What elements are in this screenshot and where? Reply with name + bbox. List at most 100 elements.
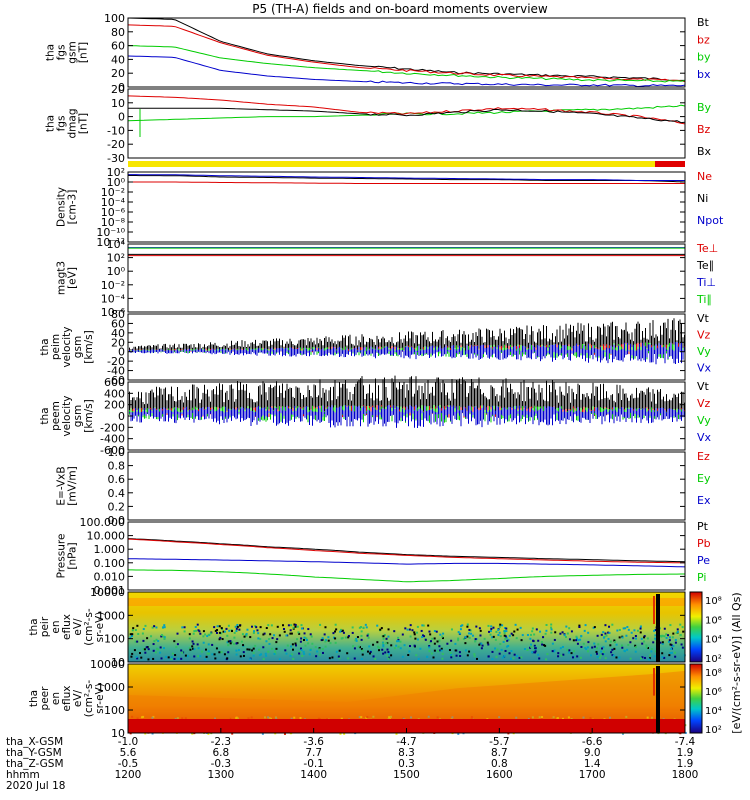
spectrogram-pixel [520, 639, 523, 642]
spectrogram-pixel [383, 634, 386, 637]
spectrogram-pixel [543, 644, 546, 647]
spectrogram-pixel [596, 634, 599, 637]
spectrogram-pixel [327, 636, 330, 639]
spectrogram-pixel [504, 637, 507, 640]
spectrogram-pixel [224, 630, 227, 633]
spectrogram-pixel [362, 626, 365, 629]
spectrogram-pixel [439, 649, 442, 652]
spectrogram-pixel [421, 635, 424, 638]
spectrogram-pixel [334, 641, 337, 644]
spectrogram-pixel [561, 631, 564, 634]
y-axis-label: eflux [61, 686, 73, 712]
x-tick-label: 0.3 [398, 758, 415, 770]
spectrogram-pixel [213, 653, 216, 656]
spectrogram-pixel [668, 654, 671, 657]
spectrogram-pixel [171, 652, 174, 655]
spectrogram-pixel [160, 657, 163, 660]
spectrogram-pixel [214, 629, 217, 632]
spectrogram-pixel [361, 653, 364, 656]
x-tick-label: -0.1 [303, 758, 324, 770]
spectrogram-pixel [261, 732, 264, 735]
spectrogram-pixel [621, 644, 624, 647]
spectrogram-pixel [385, 637, 388, 640]
spectrogram-pixel [544, 644, 547, 647]
spectrogram-pixel [609, 640, 612, 643]
spectrogram-pixel [669, 624, 672, 627]
spectrogram-pixel [413, 644, 416, 647]
spectrogram-pixel [228, 629, 231, 632]
spectrogram-pixel [236, 625, 239, 628]
spectrogram-pixel [597, 643, 600, 646]
spectrogram-pixel [503, 632, 506, 635]
spectrogram-pixel [364, 623, 367, 626]
spectrogram-pixel [147, 648, 150, 651]
y-tick-label: -20 [107, 138, 125, 151]
spectrogram-pixel [560, 654, 563, 657]
spectrogram-pixel [250, 625, 253, 628]
spectrogram-pixel [386, 648, 389, 651]
spectrogram-pixel [193, 655, 196, 658]
panel-peer-spectrogram: 10000 1000 100 10 tha peer en eflux eV/(cm²-s-sr… [28, 658, 687, 740]
series-line [127, 342, 685, 365]
spectrogram-pixel [491, 636, 494, 639]
spectrogram-pixel [369, 650, 372, 653]
spectrogram-pixel [529, 646, 532, 649]
spectrogram-pixel [521, 634, 524, 637]
spectrogram-pixel [385, 642, 388, 645]
legend-entry: Vz [697, 397, 711, 410]
spectrogram-pixel [372, 643, 375, 646]
spectrogram-pixel [487, 643, 490, 646]
spectrogram-pixel [376, 624, 379, 627]
spectrogram-pixel [221, 638, 224, 641]
spectrogram-pixel [676, 628, 679, 631]
spectrogram-pixel [621, 646, 624, 649]
legend-entry: Vx [697, 362, 712, 375]
series-line-Pi [128, 569, 685, 583]
spectrogram-pixel [284, 649, 287, 652]
y-tick-label: -600 [100, 444, 125, 457]
y-tick-label: -30 [107, 152, 125, 165]
spectrogram-pixel [634, 635, 637, 638]
spectrogram-pixel [153, 625, 156, 628]
spectrogram-pixel [518, 656, 521, 659]
series-line [127, 342, 685, 356]
spectrogram-pixel [474, 640, 477, 643]
spectrogram-pixel [492, 635, 495, 638]
spectrogram-pixel [294, 642, 297, 645]
spectrogram-pixel [233, 631, 236, 634]
x-tick-label: -3.6 [303, 736, 324, 748]
y-tick-label: 0 [118, 410, 125, 423]
spectrogram-pixel [248, 648, 251, 651]
spectrogram-pixel [475, 625, 478, 628]
spectrogram-pixel [265, 654, 268, 657]
spectrogram-pixel [194, 629, 197, 632]
legend-entry: Ti∥ [696, 293, 712, 306]
spectrogram-pixel [360, 634, 363, 637]
spectrogram-pixel [557, 652, 560, 655]
spectrogram-pixel [586, 646, 589, 649]
spectrogram-pixel [409, 635, 412, 638]
spectrogram-pixel [634, 644, 637, 647]
spectrogram-pixel [227, 640, 230, 643]
spectrogram-pixel [271, 647, 274, 650]
spectrogram-pixel [554, 631, 557, 634]
spectrogram-pixel [607, 631, 610, 634]
spectrogram-gap [656, 666, 660, 733]
spectrogram-pixel [267, 624, 270, 627]
panel-frame [127, 17, 686, 88]
spectrogram-pixel [450, 656, 453, 659]
series-line-Bx [128, 107, 686, 124]
spectrogram-pixel [347, 636, 350, 639]
spectrogram-pixel [416, 631, 419, 634]
spectrogram-pixel [663, 627, 666, 630]
spectrogram-pixel [587, 641, 590, 644]
x-tick-label: 1.9 [677, 758, 694, 770]
spectrogram-pixel [324, 645, 327, 648]
spectrogram-pixel [602, 650, 605, 653]
spectrogram-pixel [510, 632, 513, 635]
spectrogram-pixel [441, 635, 444, 638]
